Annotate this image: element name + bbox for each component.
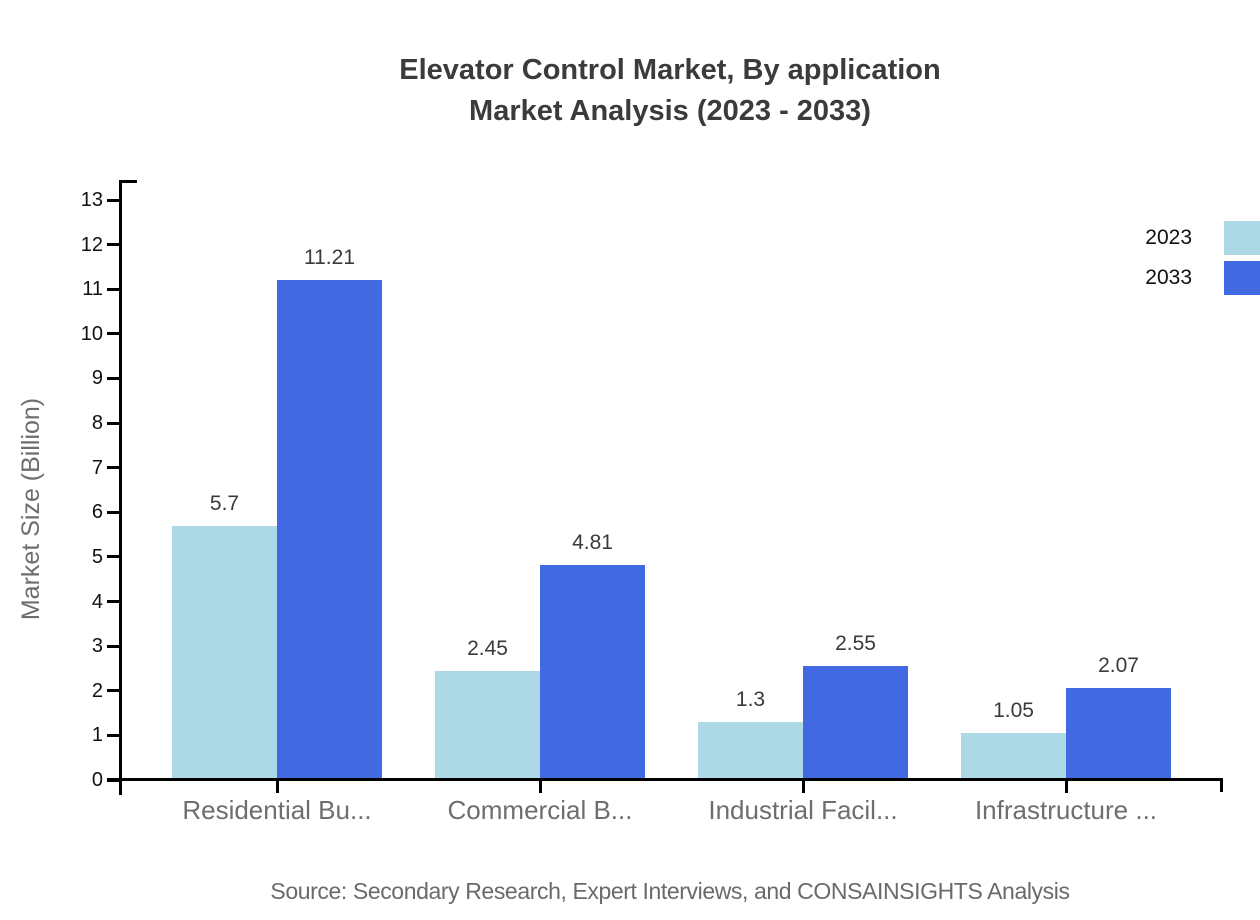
bar-value-label: 1.3 <box>735 688 766 711</box>
x-tick <box>538 781 542 793</box>
x-category-label: Commercial B... <box>447 795 633 825</box>
x-tick <box>275 781 279 793</box>
y-tick <box>107 600 120 604</box>
x-category-label: Residential Bu... <box>182 795 372 825</box>
legend-swatch-2023 <box>1224 221 1260 255</box>
y-tick-label: 2 <box>91 679 103 702</box>
bar-value-label: 2.07 <box>1098 653 1139 677</box>
x-axis-end-cap <box>1220 778 1223 792</box>
y-tick-label: 1 <box>91 724 103 747</box>
y-tick-label: 11 <box>82 278 103 301</box>
y-tick-label: 12 <box>80 233 103 256</box>
x-axis-line <box>107 778 1223 781</box>
y-tick-label: 7 <box>91 456 103 479</box>
bar-2033-1 <box>277 279 382 780</box>
y-tick-label: 0 <box>91 769 103 791</box>
y-tick <box>107 421 120 425</box>
y-tick-label: 13 <box>80 189 103 211</box>
y-tick <box>107 376 120 380</box>
y-tick <box>107 733 120 737</box>
y-tick-label: 9 <box>91 367 103 390</box>
bar-2033-4 <box>1066 687 1171 780</box>
x-category-label: Infrastructure ... <box>974 795 1158 825</box>
y-tick-label: 4 <box>91 590 103 613</box>
y-tick <box>107 466 120 470</box>
legend-label-2023: 2023 <box>1145 226 1192 249</box>
bar-2023-3 <box>698 722 803 780</box>
chart-title-line2: Market Analysis (2023 - 2033) <box>469 95 871 127</box>
bar-value-label: 1.05 <box>993 699 1034 723</box>
bar-value-label: 2.55 <box>835 632 876 656</box>
bar-2033-2 <box>540 565 645 780</box>
chart-title: Elevator Control Market, By application … <box>80 50 1260 132</box>
y-tick <box>107 243 120 247</box>
bar-value-label: 4.81 <box>572 531 613 555</box>
y-tick <box>107 689 120 693</box>
legend-swatch-2033 <box>1224 261 1260 295</box>
y-tick <box>107 510 120 514</box>
bar-2023-4 <box>961 733 1066 780</box>
y-tick-label: 8 <box>91 412 103 435</box>
y-tick <box>107 555 120 559</box>
bar-2023-2 <box>435 670 540 780</box>
y-tick-label: 6 <box>91 501 103 524</box>
y-axis-line <box>119 180 122 795</box>
y-tick <box>107 198 120 202</box>
y-tick-label: 3 <box>91 635 103 658</box>
legend-label-2033: 2033 <box>1145 266 1192 289</box>
y-axis-end-cap <box>119 180 137 183</box>
x-tick <box>1064 781 1068 793</box>
bar-value-label: 5.7 <box>209 491 240 515</box>
y-tick <box>107 287 120 291</box>
x-tick <box>801 781 805 793</box>
bar-value-label: 11.21 <box>304 245 355 269</box>
y-tick <box>107 644 120 648</box>
y-tick-label: 5 <box>91 545 103 568</box>
source-caption: Source: Secondary Research, Expert Inter… <box>270 878 1070 904</box>
y-tick-label: 10 <box>80 322 103 345</box>
x-category-label: Industrial Facil... <box>708 795 898 825</box>
bar-2033-3 <box>803 666 908 780</box>
chart-title-line1: Elevator Control Market, By application <box>399 54 941 86</box>
y-tick <box>107 332 120 336</box>
bar-2023-1 <box>172 525 277 780</box>
bar-value-label: 2.45 <box>467 636 508 660</box>
